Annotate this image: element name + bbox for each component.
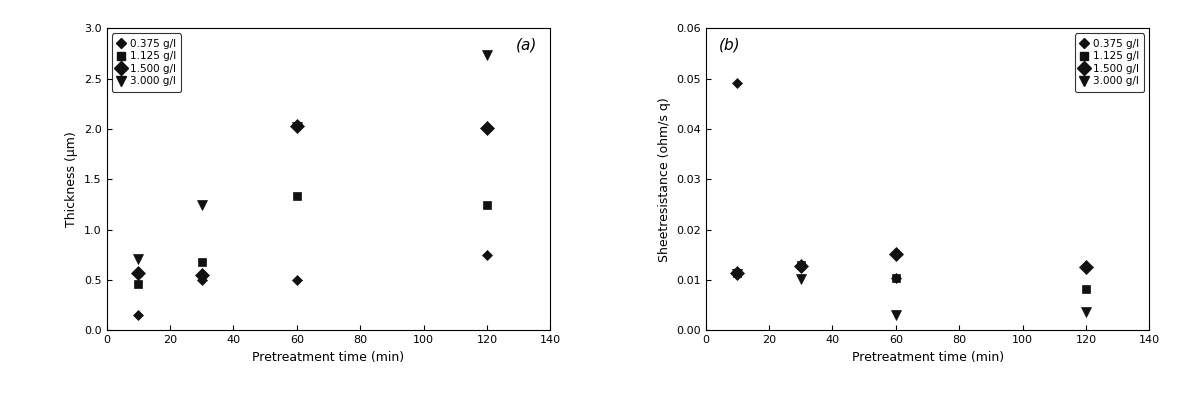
Line: 3.000 g/l: 3.000 g/l	[732, 269, 1091, 320]
X-axis label: Pretreatment time (min): Pretreatment time (min)	[252, 351, 404, 364]
Y-axis label: Thickness (μm): Thickness (μm)	[65, 131, 78, 227]
1.125 g/l	[889, 276, 903, 280]
0.375 g/l	[194, 278, 209, 283]
1.500 g/l	[480, 126, 494, 131]
3.000 g/l	[132, 256, 146, 261]
Line: 1.500 g/l: 1.500 g/l	[134, 121, 492, 280]
Text: (a): (a)	[515, 37, 537, 52]
Text: (b): (b)	[719, 37, 741, 52]
1.125 g/l	[794, 263, 808, 268]
Line: 1.125 g/l: 1.125 g/l	[134, 192, 491, 288]
1.125 g/l	[194, 260, 209, 264]
3.000 g/l	[889, 313, 903, 318]
X-axis label: Pretreatment time (min): Pretreatment time (min)	[852, 351, 1004, 364]
1.500 g/l	[1080, 264, 1094, 269]
Line: 1.125 g/l: 1.125 g/l	[734, 261, 1090, 293]
1.500 g/l	[730, 270, 744, 275]
3.000 g/l	[794, 276, 808, 281]
Y-axis label: Sheetresistance (ohm/s q): Sheetresistance (ohm/s q)	[658, 97, 671, 262]
0.375 g/l	[132, 313, 146, 318]
1.500 g/l	[289, 123, 303, 128]
Line: 0.375 g/l: 0.375 g/l	[135, 251, 491, 319]
0.375 g/l	[480, 252, 494, 257]
0.375 g/l	[289, 278, 303, 283]
3.000 g/l	[194, 202, 209, 207]
0.375 g/l	[794, 264, 808, 268]
Line: 3.000 g/l: 3.000 g/l	[134, 50, 492, 264]
1.500 g/l	[132, 271, 146, 276]
3.000 g/l	[1080, 310, 1094, 315]
1.125 g/l	[1080, 287, 1094, 291]
0.375 g/l	[730, 81, 744, 85]
1.500 g/l	[889, 252, 903, 257]
1.125 g/l	[730, 271, 744, 276]
3.000 g/l	[730, 271, 744, 276]
Line: 0.375 g/l: 0.375 g/l	[734, 80, 1089, 281]
Legend: 0.375 g/l, 1.125 g/l, 1.500 g/l, 3.000 g/l: 0.375 g/l, 1.125 g/l, 1.500 g/l, 3.000 g…	[111, 33, 181, 91]
1.125 g/l	[289, 194, 303, 199]
3.000 g/l	[480, 53, 494, 58]
1.125 g/l	[132, 282, 146, 287]
Line: 1.500 g/l: 1.500 g/l	[732, 249, 1091, 277]
0.375 g/l	[1080, 266, 1094, 270]
1.125 g/l	[480, 202, 494, 207]
Legend: 0.375 g/l, 1.125 g/l, 1.500 g/l, 3.000 g/l: 0.375 g/l, 1.125 g/l, 1.500 g/l, 3.000 g…	[1075, 33, 1145, 91]
0.375 g/l	[889, 275, 903, 280]
3.000 g/l	[289, 125, 303, 129]
1.500 g/l	[794, 264, 808, 268]
1.500 g/l	[194, 272, 209, 277]
